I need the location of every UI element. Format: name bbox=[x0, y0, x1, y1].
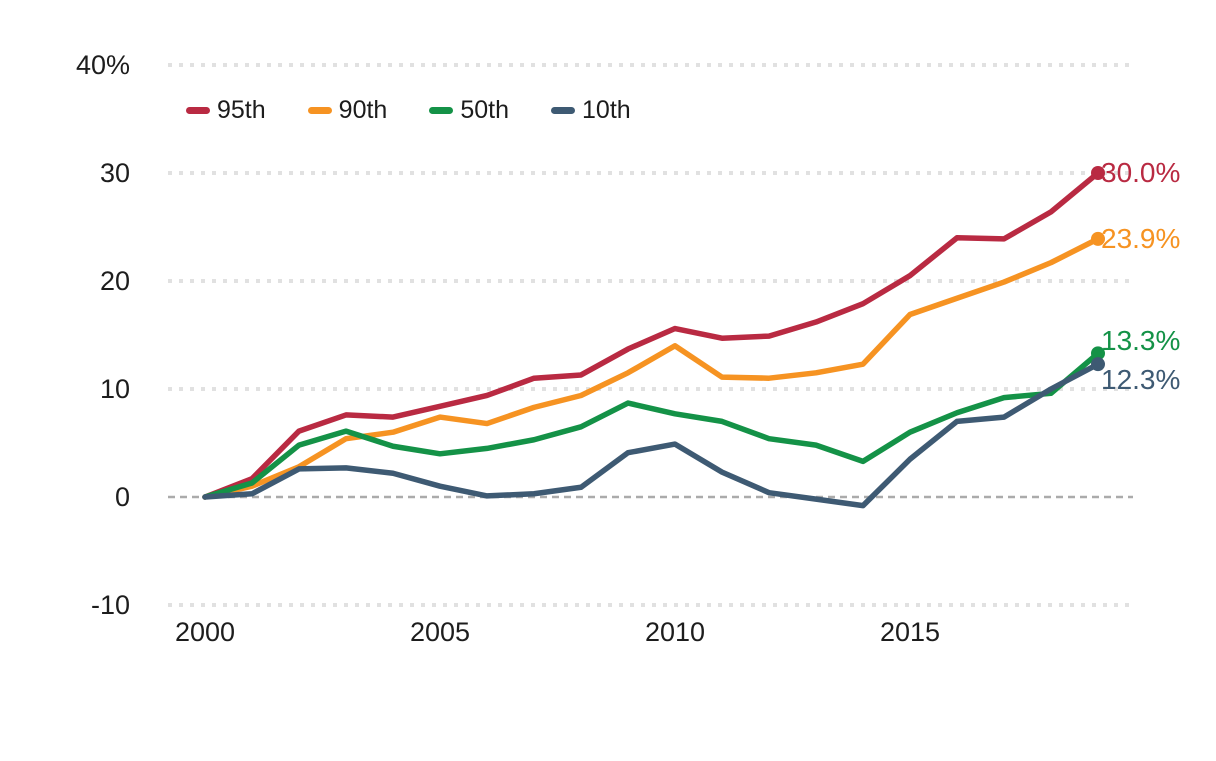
y-tick-label: 10 bbox=[99, 374, 130, 404]
legend-item-50th: 50th bbox=[429, 96, 509, 125]
x-tick-label: 2000 bbox=[174, 617, 236, 647]
series-end-dot-10th bbox=[1091, 357, 1105, 372]
series-end-dot-50th bbox=[1091, 346, 1105, 361]
legend-label: 90th bbox=[338, 95, 388, 124]
legend-swatch-icon bbox=[186, 106, 210, 114]
legend-swatch-icon bbox=[307, 106, 332, 114]
legend-swatch-icon bbox=[429, 106, 454, 114]
x-tick-label: 2010 bbox=[644, 617, 706, 647]
legend-swatch-icon bbox=[551, 106, 576, 114]
series-line-10th bbox=[202, 361, 1101, 509]
x-tick-label: 2005 bbox=[409, 617, 471, 647]
y-tick-label: -10 bbox=[90, 590, 130, 620]
legend-label: 50th bbox=[460, 95, 510, 124]
x-tick-label: 2015 bbox=[879, 617, 941, 647]
y-tick-label: 20 bbox=[99, 266, 130, 296]
legend-label: 10th bbox=[582, 95, 631, 124]
y-tick-label: 0 bbox=[114, 482, 130, 512]
y-tick-label: 40% bbox=[75, 50, 130, 80]
series-end-label-95th: 30.0% bbox=[1101, 157, 1181, 188]
series-end-dot-95th bbox=[1091, 166, 1105, 180]
legend: 95th 90th 50th 10th bbox=[186, 95, 631, 125]
series-end-dot-90th bbox=[1091, 231, 1105, 246]
series-line-90th bbox=[202, 236, 1101, 500]
series-line-95th bbox=[202, 170, 1101, 500]
legend-item-10th: 10th bbox=[551, 96, 631, 125]
legend-item-90th: 90th bbox=[307, 95, 388, 125]
series-line-50th bbox=[202, 350, 1101, 500]
legend-label: 95th bbox=[217, 95, 266, 124]
series-end-label-90th: 23.9% bbox=[1101, 222, 1181, 254]
y-tick-label: 30 bbox=[99, 158, 130, 188]
legend-item-95th: 95th bbox=[186, 96, 266, 125]
series-end-label-10th: 12.3% bbox=[1101, 364, 1181, 396]
series-end-label-50th: 13.3% bbox=[1101, 325, 1181, 357]
